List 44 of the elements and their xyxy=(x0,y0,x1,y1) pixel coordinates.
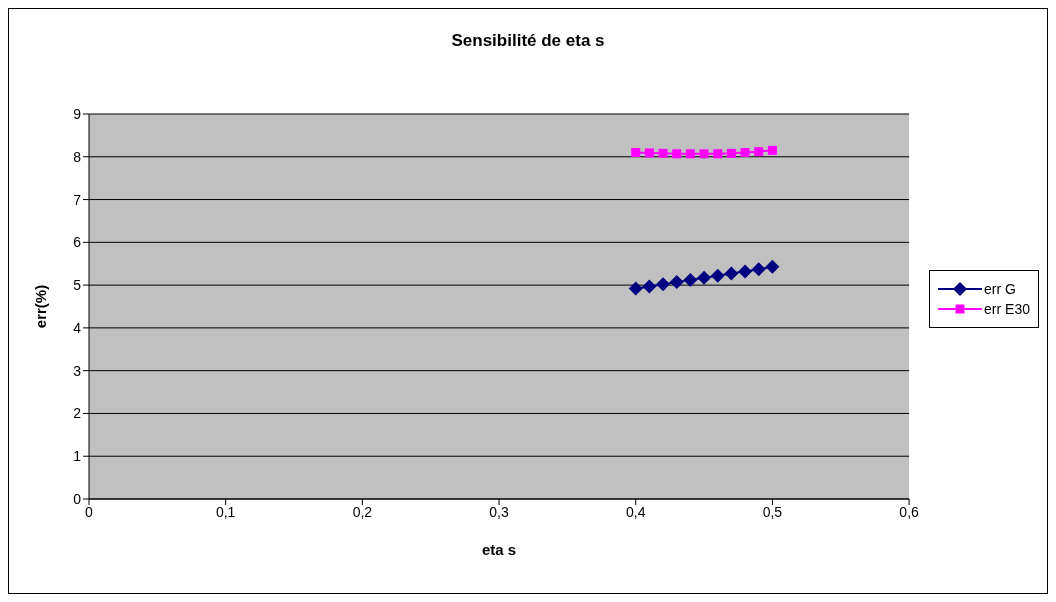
point xyxy=(683,272,698,287)
point xyxy=(672,149,682,159)
point xyxy=(669,275,684,290)
point xyxy=(697,270,712,285)
y-tick-label: 4 xyxy=(73,319,82,336)
y-tick-label: 0 xyxy=(73,490,82,507)
x-tick-label: 0,1 xyxy=(215,503,236,520)
chart-title: Sensibilité de eta s xyxy=(450,31,606,51)
y-tick-label: 5 xyxy=(73,277,82,294)
y-tick-label: 2 xyxy=(73,405,82,422)
y-tick-label: 3 xyxy=(73,362,82,379)
y-tick-label: 9 xyxy=(73,105,82,122)
point xyxy=(751,262,766,277)
x-tick-label: 0,2 xyxy=(352,503,373,520)
x-tick-label: 0,4 xyxy=(625,503,646,520)
x-tick-label: 0 xyxy=(85,503,94,520)
x-tick-label: 0,5 xyxy=(762,503,783,520)
point xyxy=(740,148,750,157)
x-tick-label: 0,3 xyxy=(489,503,509,520)
x-tick-label: 0,6 xyxy=(899,503,920,520)
y-axis-title: err(%) xyxy=(32,284,50,329)
point xyxy=(699,149,709,159)
y-tick-label: 1 xyxy=(73,448,82,465)
y-tick-label: 8 xyxy=(73,148,82,165)
legend-label: err G xyxy=(984,281,1016,297)
point xyxy=(644,148,654,158)
y-tick-label: 7 xyxy=(73,191,82,208)
legend-label: err E30 xyxy=(984,301,1030,317)
point xyxy=(738,264,753,279)
point xyxy=(724,266,739,281)
point xyxy=(767,145,777,155)
x-axis-title: eta s xyxy=(481,541,517,558)
point xyxy=(713,149,723,159)
y-tick-label: 6 xyxy=(73,234,82,251)
point xyxy=(765,259,780,274)
point xyxy=(628,281,643,296)
point xyxy=(631,148,641,157)
point xyxy=(754,147,764,157)
point xyxy=(656,277,671,292)
point xyxy=(710,268,725,283)
point xyxy=(642,279,657,294)
point xyxy=(726,148,736,158)
point xyxy=(685,149,695,159)
point xyxy=(658,148,668,158)
